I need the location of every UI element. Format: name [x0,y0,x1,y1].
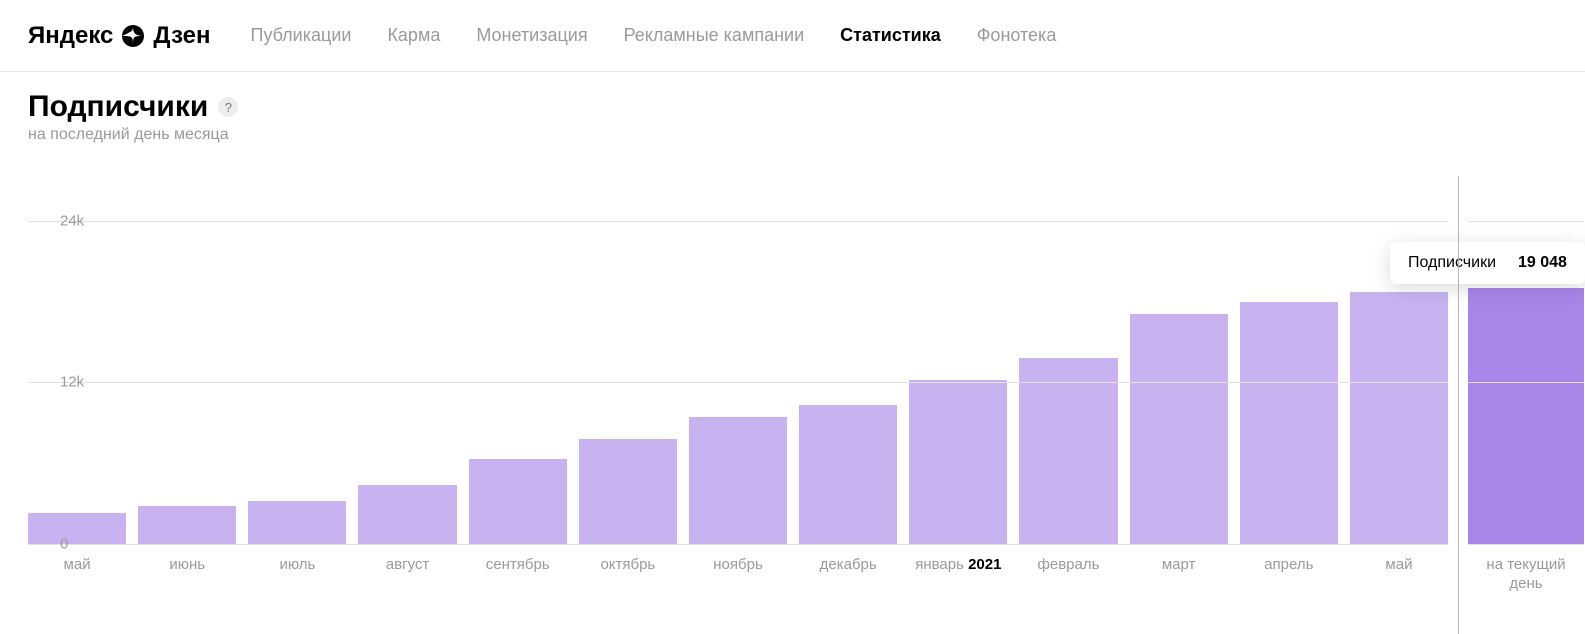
page-content: Подписчики ? на последний день месяца 0 1… [0,72,1585,624]
main-nav: Публикации Карма Монетизация Рекламные камп… [251,25,1057,46]
logo-text-left: Яндекс [28,22,113,50]
x-axis-label: февраль [1019,556,1117,573]
nav-item-Публикации[interactable]: Публикации [251,25,352,46]
chart-bar[interactable] [1350,292,1448,544]
chart-plot-area: 012k24k [28,194,1448,544]
nav-item-Монетизация[interactable]: Монетизация [476,25,587,46]
nav-item-Карма[interactable]: Карма [387,25,440,46]
help-icon[interactable]: ? [218,97,238,117]
chart-bars [28,194,1448,544]
chart-bar[interactable] [689,417,787,544]
tooltip-label: Подписчики [1408,254,1496,272]
chart-tooltip: Подписчики 19 048 [1390,242,1585,284]
chart-bar[interactable] [138,506,236,544]
x-axis-label: ноябрь [689,556,787,573]
chart-bar[interactable] [799,405,897,544]
chart-bar[interactable] [28,513,126,544]
chart-bar[interactable] [909,380,1007,544]
chart-bar[interactable] [469,459,567,544]
nav-item-Статистика[interactable]: Статистика [840,25,941,46]
x-axis-label: сентябрь [469,556,567,573]
chart-bar[interactable] [1130,314,1228,544]
logo-text-right: Дзен [153,22,210,50]
subscribers-chart: 012k24k Подписчики 19 048 майиюньиюльавг… [28,194,1584,624]
y-axis-label: 0 [60,536,68,553]
x-axis-label: июнь [138,556,236,573]
y-axis-label: 12k [60,374,84,391]
gridline [1468,544,1584,545]
chart-separator-line [1458,176,1459,634]
x-axis-labels: майиюньиюльавгустсентябрьоктябрьноябрьде… [28,556,1448,573]
x-axis-label: июль [248,556,346,573]
gridline [1468,382,1584,383]
tooltip-value: 19 048 [1518,254,1567,272]
gridline [28,544,1448,545]
y-axis-label: 24k [60,212,84,229]
x-axis-label: май [1350,556,1448,573]
chart-bar[interactable] [358,485,456,544]
chart-bar[interactable] [1240,302,1338,544]
chart-bar[interactable] [579,439,677,544]
logo[interactable]: Яндекс Дзен [28,22,211,50]
page-subtitle: на последний день месяца [28,126,1557,144]
nav-item-Рекламные кампании[interactable]: Рекламные кампании [624,25,805,46]
page-title: Подписчики [28,90,208,124]
gridline [28,382,1448,383]
x-axis-label: март [1130,556,1228,573]
gridline [28,221,1448,222]
x-axis-label: август [358,556,456,573]
chart-bar[interactable] [248,501,346,544]
logo-icon [121,24,145,48]
top-nav-bar: Яндекс Дзен Публикации Карма Монетизация Ре… [0,0,1585,72]
x-axis-label: декабрь [799,556,897,573]
x-axis-label-current: на текущий день [1468,556,1584,594]
nav-item-Фонотека[interactable]: Фонотека [977,25,1057,46]
x-axis-label: май [28,556,126,573]
chart-bar[interactable] [1019,358,1117,544]
current-bar[interactable] [1468,288,1584,544]
x-axis-label: апрель [1240,556,1338,573]
gridline [1468,221,1584,222]
x-axis-label: октябрь [579,556,677,573]
x-axis-label: январь 2021 [909,556,1007,573]
